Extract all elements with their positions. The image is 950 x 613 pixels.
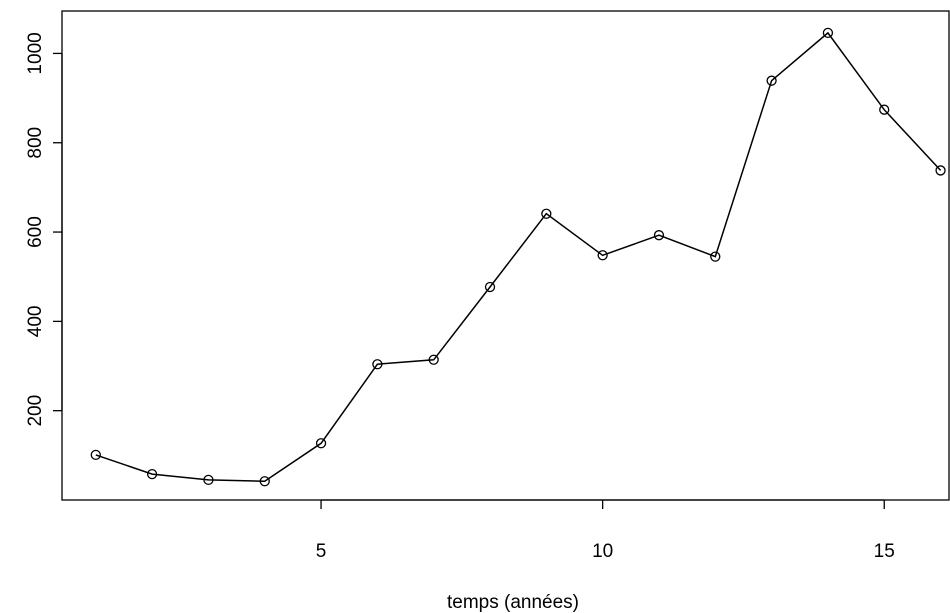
series-line [95, 31, 942, 482]
data-point [428, 354, 439, 365]
y-tick-label: 1000 [25, 32, 46, 74]
data-point [259, 476, 270, 487]
data-point [541, 208, 552, 219]
y-axis: 200 400 600 800 1000 [25, 32, 63, 427]
x-axis-title: temps (années) [447, 592, 579, 613]
data-point [146, 468, 158, 480]
data-point [653, 230, 665, 241]
data-point [766, 75, 777, 86]
data-point [935, 165, 946, 176]
x-tick-label: 15 [874, 541, 895, 562]
x-tick-label: 10 [592, 541, 613, 562]
plot-frame [61, 10, 950, 501]
data-point [710, 251, 721, 262]
y-tick-label: 200 [25, 395, 46, 427]
y-tick-label: 600 [25, 216, 46, 248]
y-tick-label: 400 [25, 306, 46, 338]
data-points [90, 27, 946, 487]
data-point [822, 27, 834, 39]
data-point [597, 250, 608, 261]
data-point [90, 449, 101, 461]
data-point [315, 438, 327, 449]
data-point [203, 474, 214, 486]
data-point [372, 359, 383, 370]
x-tick-label: 5 [316, 541, 327, 562]
data-point [484, 281, 496, 293]
data-point [879, 104, 890, 115]
x-axis: 5 10 15 [316, 499, 895, 562]
y-tick-label: 800 [25, 127, 46, 159]
